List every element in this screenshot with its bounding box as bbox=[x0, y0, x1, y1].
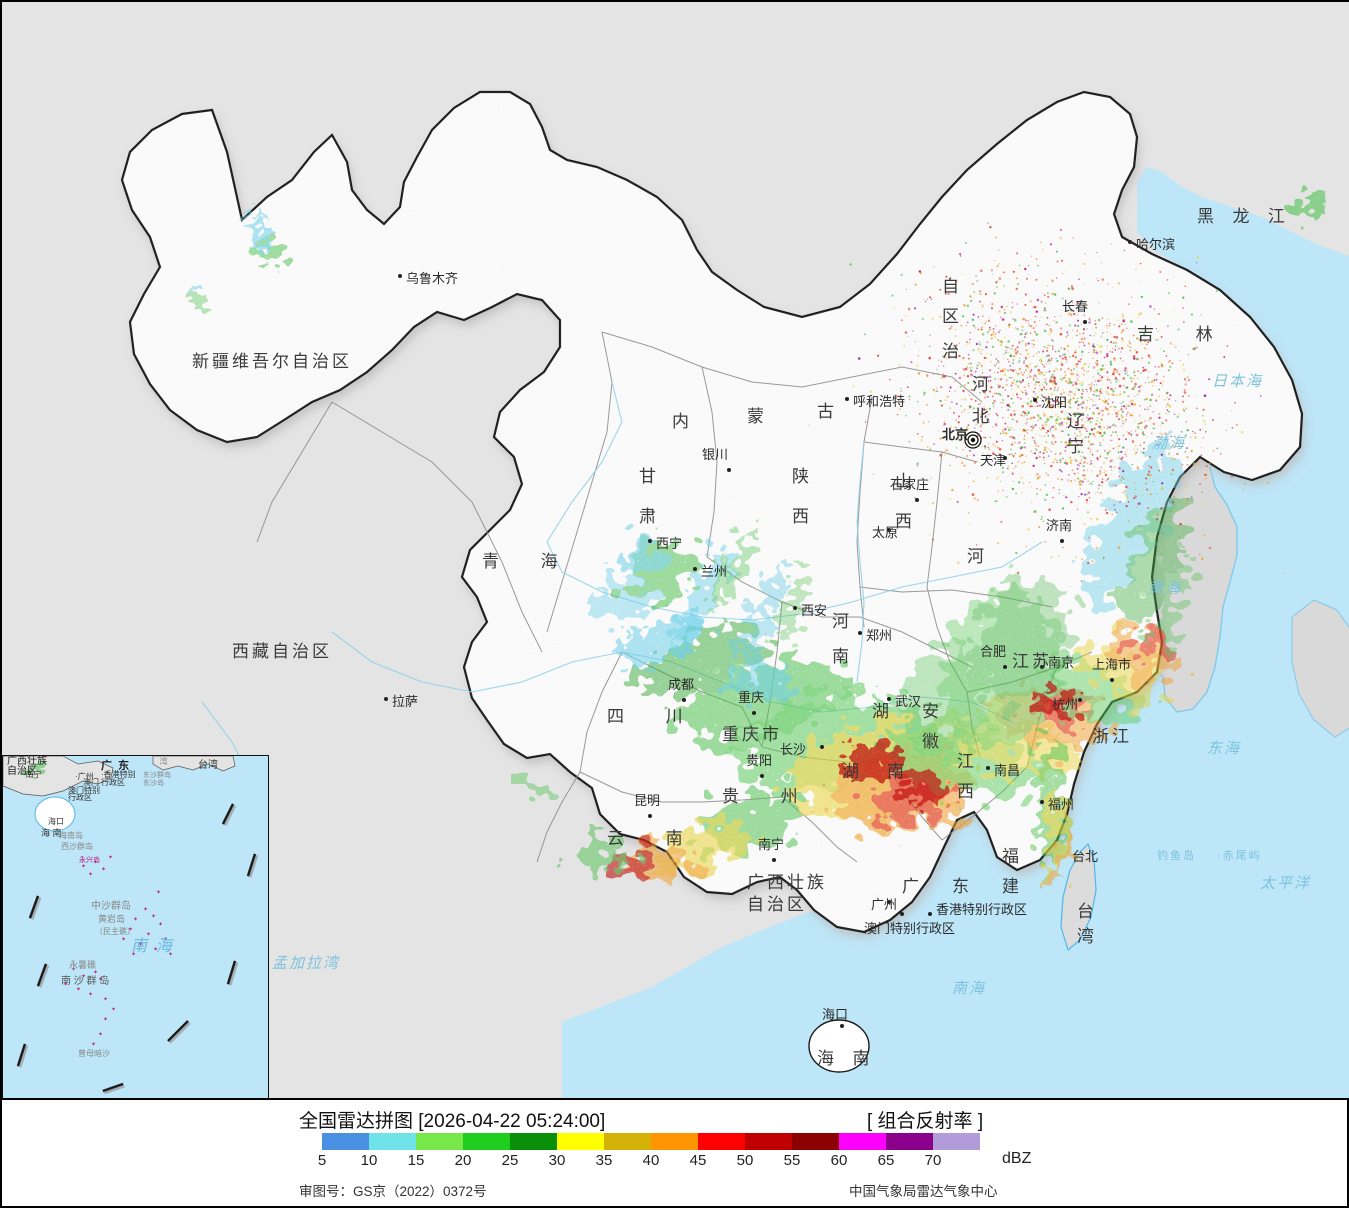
svg-text:✦: ✦ bbox=[156, 889, 161, 896]
svg-text:海南岛: 海南岛 bbox=[59, 830, 83, 840]
svg-text:✦: ✦ bbox=[121, 936, 126, 943]
svg-text:✦: ✦ bbox=[81, 863, 86, 870]
svg-text:✦: ✦ bbox=[143, 906, 148, 913]
svg-text:黄岩岛: 黄岩岛 bbox=[98, 913, 125, 924]
svg-text:✦: ✦ bbox=[103, 1016, 108, 1023]
svg-text:✦: ✦ bbox=[146, 931, 151, 938]
svg-text:✦: ✦ bbox=[76, 986, 81, 993]
svg-text:✦: ✦ bbox=[151, 913, 156, 920]
svg-text:✦: ✦ bbox=[93, 969, 98, 976]
svg-text:✦: ✦ bbox=[133, 916, 138, 923]
svg-text:✦: ✦ bbox=[103, 996, 108, 1003]
svg-text:✦: ✦ bbox=[88, 991, 93, 998]
svg-text:✦: ✦ bbox=[158, 921, 163, 928]
svg-text:✦: ✦ bbox=[111, 1006, 116, 1013]
svg-text:南 沙 群 岛: 南 沙 群 岛 bbox=[61, 974, 109, 987]
svg-text:曾母暗沙: 曾母暗沙 bbox=[78, 1048, 110, 1058]
svg-text:✦: ✦ bbox=[108, 854, 113, 861]
svg-text:（民主礁）: （民主礁） bbox=[95, 926, 135, 936]
svg-text:✦: ✦ bbox=[101, 866, 106, 873]
svg-text:✦: ✦ bbox=[98, 1031, 103, 1038]
svg-text:南 海: 南 海 bbox=[131, 937, 174, 955]
svg-text:中沙群岛: 中沙群岛 bbox=[91, 899, 131, 912]
svg-text:永暑礁: 永暑礁 bbox=[69, 959, 96, 970]
svg-text:永兴岛: 永兴岛 bbox=[79, 855, 100, 864]
svg-text:✦: ✦ bbox=[88, 871, 93, 878]
svg-text:✦: ✦ bbox=[91, 1041, 96, 1048]
svg-text:西沙群岛: 西沙群岛 bbox=[61, 841, 93, 851]
